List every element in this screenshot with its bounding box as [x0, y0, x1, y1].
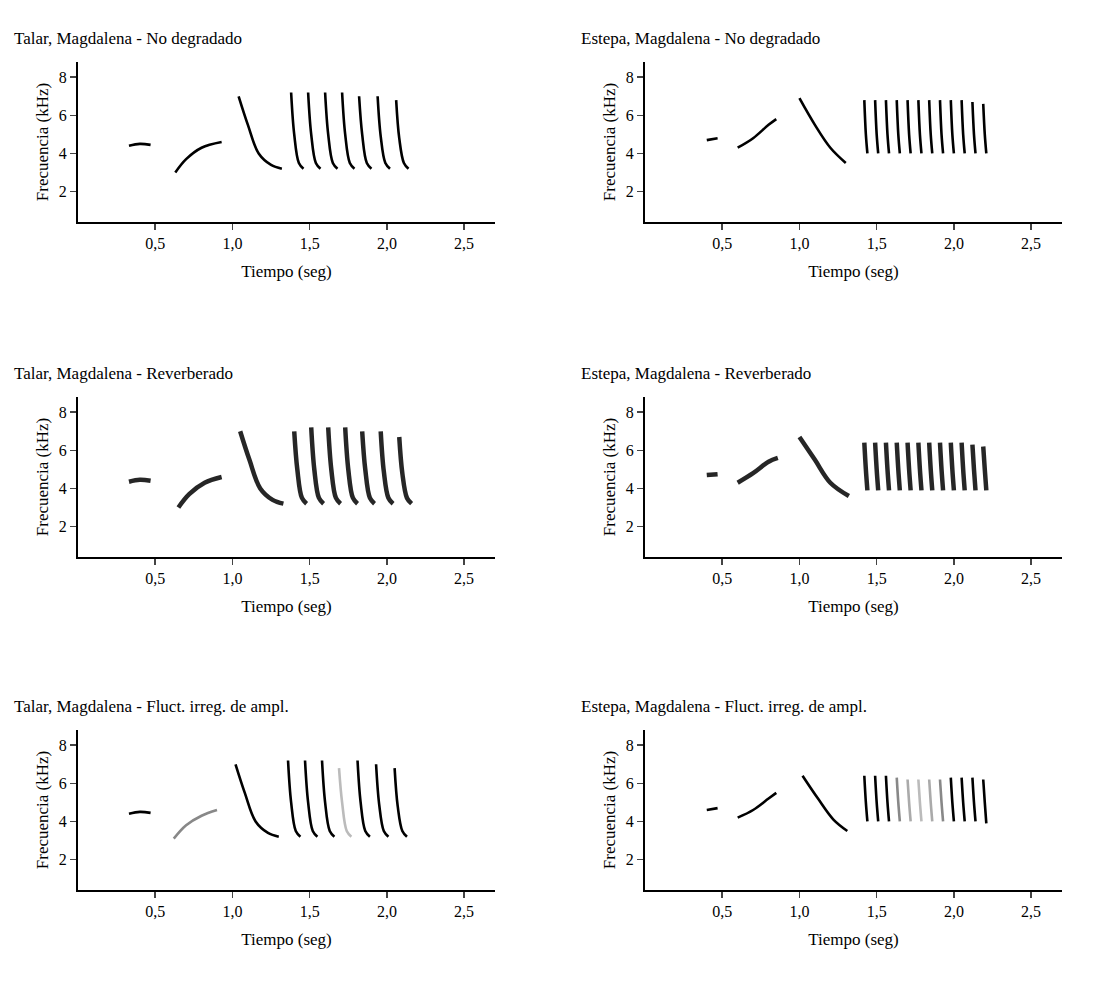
svg-text:1,0: 1,0 — [789, 570, 809, 587]
svg-text:0,5: 0,5 — [712, 570, 732, 587]
svg-text:6: 6 — [59, 775, 67, 792]
svg-text:2,0: 2,0 — [377, 570, 397, 587]
svg-text:1,0: 1,0 — [222, 903, 242, 920]
svg-text:1,0: 1,0 — [222, 570, 242, 587]
svg-text:1,5: 1,5 — [300, 903, 320, 920]
svg-text:6: 6 — [59, 107, 67, 124]
svg-text:Frecuencia (kHz): Frecuencia (kHz) — [33, 83, 52, 201]
svg-text:1,5: 1,5 — [300, 570, 320, 587]
svg-text:4: 4 — [626, 813, 634, 830]
svg-text:2,5: 2,5 — [1021, 235, 1041, 252]
svg-text:4: 4 — [59, 480, 67, 497]
svg-text:Tiempo (seg): Tiempo (seg) — [241, 597, 332, 616]
svg-text:Tiempo (seg): Tiempo (seg) — [808, 597, 899, 616]
svg-text:8: 8 — [59, 404, 67, 421]
svg-text:Talar, Magdalena - No degradad: Talar, Magdalena - No degradado — [14, 29, 242, 48]
svg-text:4: 4 — [59, 813, 67, 830]
svg-text:Frecuencia (kHz): Frecuencia (kHz) — [600, 751, 619, 869]
svg-text:Tiempo (seg): Tiempo (seg) — [808, 930, 899, 949]
svg-text:Frecuencia (kHz): Frecuencia (kHz) — [600, 83, 619, 201]
svg-text:8: 8 — [626, 69, 634, 86]
svg-text:Frecuencia (kHz): Frecuencia (kHz) — [33, 751, 52, 869]
svg-text:8: 8 — [59, 737, 67, 754]
svg-text:2,5: 2,5 — [454, 570, 474, 587]
svg-text:2,0: 2,0 — [377, 235, 397, 252]
svg-text:Talar, Magdalena - Fluct. irre: Talar, Magdalena - Fluct. irreg. de ampl… — [14, 697, 289, 716]
svg-text:1,0: 1,0 — [789, 903, 809, 920]
svg-text:Tiempo (seg): Tiempo (seg) — [808, 262, 899, 281]
svg-text:2,0: 2,0 — [377, 903, 397, 920]
svg-text:1,0: 1,0 — [789, 235, 809, 252]
svg-text:2: 2 — [59, 518, 67, 535]
svg-text:1,5: 1,5 — [867, 903, 887, 920]
svg-text:2,5: 2,5 — [1021, 570, 1041, 587]
svg-text:2,0: 2,0 — [944, 903, 964, 920]
svg-text:2: 2 — [59, 183, 67, 200]
svg-text:4: 4 — [59, 145, 67, 162]
svg-text:6: 6 — [626, 442, 634, 459]
svg-text:8: 8 — [626, 737, 634, 754]
svg-text:0,5: 0,5 — [145, 903, 165, 920]
svg-text:Frecuencia (kHz): Frecuencia (kHz) — [600, 418, 619, 536]
svg-text:Estepa, Magdalena - Fluct. irr: Estepa, Magdalena - Fluct. irreg. de amp… — [581, 697, 867, 716]
svg-text:0,5: 0,5 — [712, 235, 732, 252]
svg-text:Tiempo (seg): Tiempo (seg) — [241, 930, 332, 949]
svg-text:Frecuencia (kHz): Frecuencia (kHz) — [33, 418, 52, 536]
svg-text:Estepa, Magdalena - No degrada: Estepa, Magdalena - No degradado — [581, 29, 820, 48]
svg-text:6: 6 — [59, 442, 67, 459]
svg-text:1,0: 1,0 — [222, 235, 242, 252]
svg-text:0,5: 0,5 — [145, 570, 165, 587]
svg-text:8: 8 — [626, 404, 634, 421]
svg-text:Tiempo (seg): Tiempo (seg) — [241, 262, 332, 281]
svg-text:8: 8 — [59, 69, 67, 86]
svg-text:2,0: 2,0 — [944, 235, 964, 252]
svg-text:2,5: 2,5 — [1021, 903, 1041, 920]
svg-text:2: 2 — [626, 518, 634, 535]
svg-text:1,5: 1,5 — [867, 570, 887, 587]
svg-text:2: 2 — [59, 851, 67, 868]
svg-text:2: 2 — [626, 183, 634, 200]
svg-text:2: 2 — [626, 851, 634, 868]
svg-text:2,5: 2,5 — [454, 235, 474, 252]
svg-text:6: 6 — [626, 107, 634, 124]
svg-text:1,5: 1,5 — [867, 235, 887, 252]
svg-text:6: 6 — [626, 775, 634, 792]
svg-text:0,5: 0,5 — [712, 903, 732, 920]
svg-text:2,5: 2,5 — [454, 903, 474, 920]
svg-text:0,5: 0,5 — [145, 235, 165, 252]
svg-text:4: 4 — [626, 145, 634, 162]
svg-text:4: 4 — [626, 480, 634, 497]
svg-text:1,5: 1,5 — [300, 235, 320, 252]
svg-text:2,0: 2,0 — [944, 570, 964, 587]
svg-text:Talar, Magdalena - Reverberado: Talar, Magdalena - Reverberado — [14, 364, 233, 383]
svg-text:Estepa, Magdalena - Reverberad: Estepa, Magdalena - Reverberado — [581, 364, 811, 383]
